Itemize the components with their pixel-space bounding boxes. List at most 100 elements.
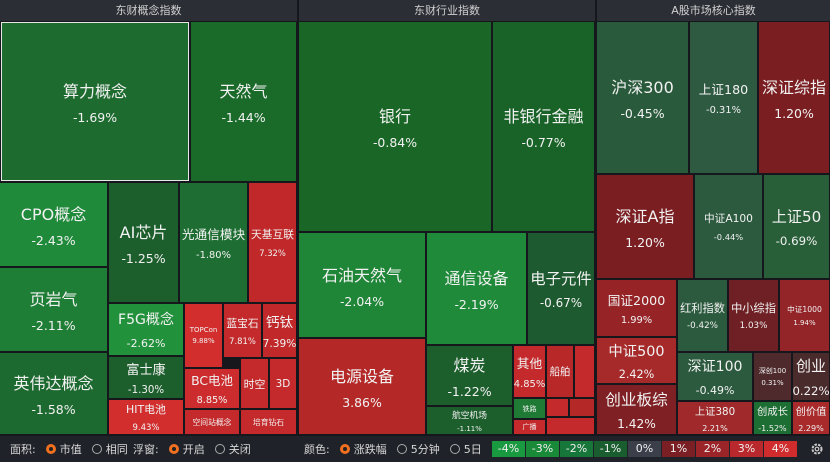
legend-swatch: -2% bbox=[560, 441, 593, 457]
legend-swatch: 1% bbox=[662, 441, 695, 457]
tile[interactable]: 船舶 bbox=[547, 346, 573, 397]
option-label[interactable]: 市值 bbox=[59, 443, 82, 456]
tile[interactable]: 深证综指 1.20% bbox=[759, 22, 829, 173]
tile[interactable]: 英伟达概念 -1.58% bbox=[0, 353, 107, 434]
tile[interactable]: 蓝宝石 7.81% bbox=[224, 304, 261, 357]
panel-header: 东财概念指数 bbox=[0, 0, 297, 21]
tile[interactable]: 电源设备 3.86% bbox=[299, 339, 425, 434]
option-label[interactable]: 关闭 bbox=[228, 443, 251, 456]
tile[interactable]: 沪深300 -0.45% bbox=[597, 22, 688, 173]
tile[interactable]: 中小综指 1.03% bbox=[729, 280, 778, 351]
option-label[interactable]: 开启 bbox=[182, 443, 205, 456]
radio[interactable] bbox=[339, 444, 350, 454]
tile[interactable]: F5G概念 -2.62% bbox=[109, 304, 183, 355]
tile-change: 1.94% bbox=[793, 318, 816, 327]
radio[interactable] bbox=[214, 444, 225, 454]
tile[interactable]: 电子元件 -0.67% bbox=[528, 233, 594, 344]
tile[interactable]: 培育钻石 bbox=[241, 410, 296, 434]
panel-header: A股市场核心指数 bbox=[597, 0, 830, 21]
tile[interactable]: 煤炭 -1.22% bbox=[427, 346, 512, 405]
option-label[interactable]: 相同 bbox=[105, 443, 128, 456]
tile-change: -0.69% bbox=[775, 234, 818, 249]
legend-swatch: 0% bbox=[628, 441, 661, 457]
tile[interactable]: 时空 bbox=[241, 359, 268, 408]
tile[interactable]: 光通信模块 -1.80% bbox=[180, 183, 247, 302]
tile-change: 9.43% bbox=[132, 422, 160, 433]
radio[interactable] bbox=[91, 444, 102, 454]
tile[interactable]: 3D bbox=[270, 359, 296, 408]
tile-label: 通信设备 bbox=[444, 269, 509, 288]
tile-change: 1.20% bbox=[774, 106, 814, 121]
option-label[interactable]: 5分钟 bbox=[410, 443, 440, 456]
tile[interactable]: 创业板综 1.42% bbox=[597, 385, 676, 434]
tile-change: -1.69% bbox=[72, 110, 118, 125]
tile[interactable]: 深证A指 1.20% bbox=[597, 175, 693, 278]
tile[interactable]: 中证A100 -0.44% bbox=[695, 175, 762, 278]
tile-change: 7.39% bbox=[263, 337, 296, 351]
tile[interactable]: 航空机场 -1.11% bbox=[427, 407, 512, 434]
tile-label: 创价值 bbox=[795, 406, 827, 419]
radio[interactable] bbox=[45, 444, 56, 454]
tile[interactable]: 深创100 0.31% bbox=[754, 353, 791, 400]
tile[interactable]: 天基互联 7.32% bbox=[249, 183, 296, 302]
option-label[interactable]: 5日 bbox=[463, 443, 482, 456]
tile[interactable]: 非银行金融 -0.77% bbox=[493, 22, 594, 231]
tile[interactable]: 钙钛 7.39% bbox=[263, 304, 296, 357]
tile-label: 红利指数 bbox=[680, 301, 725, 315]
tile[interactable]: 算力概念 -1.69% bbox=[1, 22, 189, 181]
tile[interactable]: 上证180 -0.31% bbox=[690, 22, 757, 173]
tile-label: 创业 bbox=[795, 357, 826, 376]
option-label[interactable]: 涨跌幅 bbox=[353, 443, 387, 456]
tile-change: 9.88% bbox=[192, 337, 215, 346]
tile[interactable]: CPO概念 -2.43% bbox=[0, 183, 107, 266]
tile-label: 富士康 bbox=[126, 363, 166, 379]
tile-change: -0.45% bbox=[620, 106, 665, 121]
tile[interactable]: 深证100 -0.49% bbox=[678, 353, 752, 400]
tile[interactable]: 创成长 -1.52% bbox=[754, 402, 791, 434]
tile-label: 时空 bbox=[243, 377, 266, 391]
tile[interactable]: AI芯片 -1.25% bbox=[109, 183, 178, 302]
tile[interactable]: TOPCon 9.88% bbox=[185, 304, 222, 367]
tile[interactable]: BC电池 8.85% bbox=[185, 369, 239, 408]
tile-change: -1.22% bbox=[447, 384, 492, 399]
tile-change: -0.49% bbox=[695, 383, 735, 397]
tile[interactable]: 上证380 2.21% bbox=[678, 402, 752, 434]
tile[interactable]: 富士康 -1.30% bbox=[109, 357, 183, 398]
tile bbox=[570, 399, 594, 416]
control-group: 浮窗: 开启 关闭 bbox=[133, 436, 251, 462]
radio[interactable] bbox=[396, 444, 407, 454]
tile[interactable]: 上证50 -0.69% bbox=[764, 175, 829, 278]
tile-change: 3.86% bbox=[342, 395, 382, 410]
tile-label: 电源设备 bbox=[329, 367, 394, 386]
tile[interactable]: 通信设备 -2.19% bbox=[427, 233, 526, 344]
tile[interactable]: 页岩气 -2.11% bbox=[0, 268, 107, 351]
tile-label: 中小综指 bbox=[731, 301, 776, 315]
tile-label: AI芯片 bbox=[119, 223, 168, 242]
tile-change: -1.58% bbox=[31, 402, 76, 417]
tile[interactable]: 空间站概念 bbox=[185, 410, 239, 434]
tile-label: 国证2000 bbox=[607, 292, 666, 308]
tile[interactable]: 天然气 -1.44% bbox=[191, 22, 296, 181]
tile[interactable]: 石油天然气 -2.04% bbox=[299, 233, 425, 337]
tile[interactable]: 其他 4.85% bbox=[514, 346, 545, 397]
tile[interactable]: 银行 -0.84% bbox=[299, 22, 491, 231]
settings-icon[interactable] bbox=[810, 442, 824, 456]
tile[interactable]: 红利指数 -0.42% bbox=[678, 280, 727, 351]
tile-change: 1.99% bbox=[620, 315, 653, 327]
radio[interactable] bbox=[449, 444, 460, 454]
tile[interactable]: 广播 bbox=[514, 420, 545, 434]
tile[interactable]: 国证2000 1.99% bbox=[597, 280, 676, 336]
tile[interactable]: 创价值 2.29% bbox=[793, 402, 829, 434]
tile-change: 7.81% bbox=[229, 336, 256, 347]
radio[interactable] bbox=[168, 444, 179, 454]
tile-label: 深证综指 bbox=[761, 78, 826, 97]
tile-change: -1.25% bbox=[121, 251, 166, 266]
tile[interactable]: 铁路 bbox=[514, 399, 545, 418]
tile[interactable]: HIT电池 9.43% bbox=[109, 400, 183, 434]
tile[interactable]: 创业 0.22% bbox=[793, 353, 829, 400]
tile-change: 1.20% bbox=[625, 235, 665, 250]
tile[interactable]: 中证1000 1.94% bbox=[780, 280, 829, 351]
tile[interactable]: 中证500 2.42% bbox=[597, 338, 676, 383]
legend-swatch: 2% bbox=[696, 441, 729, 457]
tile-change: 1.42% bbox=[617, 417, 656, 432]
